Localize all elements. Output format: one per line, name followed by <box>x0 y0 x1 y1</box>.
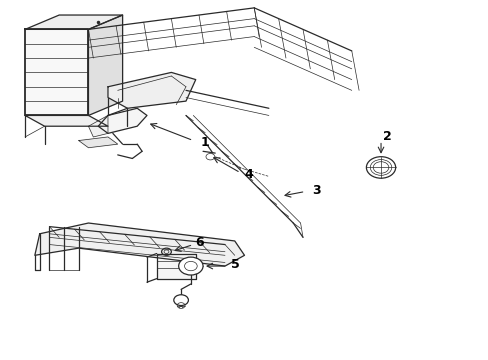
Text: 2: 2 <box>383 130 391 144</box>
Circle shape <box>178 257 203 275</box>
Text: 3: 3 <box>311 184 320 197</box>
Polygon shape <box>35 223 244 266</box>
Polygon shape <box>25 30 88 116</box>
Text: 1: 1 <box>200 136 209 149</box>
Polygon shape <box>25 15 122 30</box>
Polygon shape <box>157 253 195 279</box>
Polygon shape <box>108 72 195 108</box>
Polygon shape <box>98 108 147 134</box>
Polygon shape <box>25 116 108 126</box>
Circle shape <box>173 295 188 306</box>
Polygon shape <box>79 137 118 148</box>
Text: 5: 5 <box>230 258 239 271</box>
Text: 4: 4 <box>244 168 253 181</box>
Polygon shape <box>88 116 108 137</box>
Text: 6: 6 <box>195 236 204 249</box>
Polygon shape <box>88 15 122 116</box>
